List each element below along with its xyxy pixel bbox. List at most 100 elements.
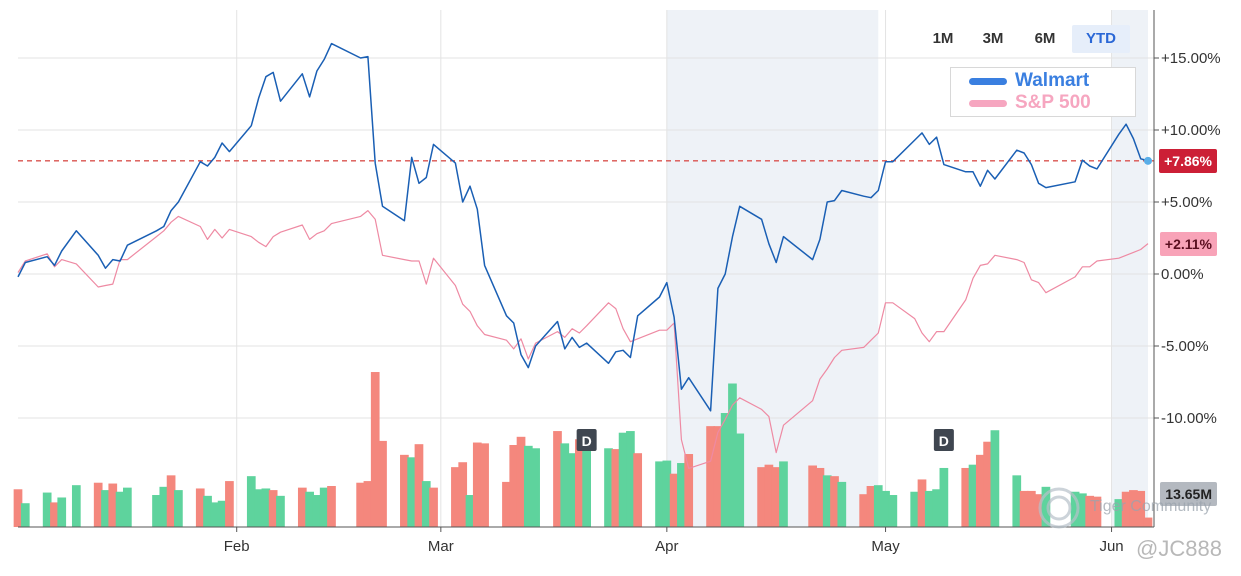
volume-bar (728, 383, 737, 527)
dividend-marker[interactable]: D (933, 429, 954, 451)
volume-bar (830, 476, 839, 527)
volume-bar (451, 467, 460, 527)
volume-bar (961, 467, 971, 527)
volume-bar (917, 479, 927, 527)
dividend-marker-label: D (582, 433, 592, 449)
y-tick-label: +15.00% (1161, 50, 1221, 67)
price-lines (17, 42, 1154, 469)
volume-bar (582, 430, 591, 527)
volume-bar (618, 432, 628, 527)
volume-bar (815, 467, 825, 527)
x-tick-label: May (871, 538, 900, 555)
watermark-brand: Tiger Community (1090, 498, 1212, 515)
volume-bar (968, 464, 978, 527)
legend-swatch-walmart (969, 77, 1007, 85)
volume-bar (655, 461, 664, 527)
volume-bar (465, 495, 475, 527)
volume-bar (20, 503, 30, 527)
range-button-1m[interactable]: 1M (932, 30, 954, 47)
volume-bar (1114, 499, 1124, 527)
volume-bar (297, 487, 307, 527)
volume-bar (626, 431, 635, 527)
volume-bar (1027, 490, 1036, 527)
volume-bar (254, 489, 263, 527)
volume-bar (429, 487, 438, 527)
volume-bar (990, 430, 1000, 527)
volume-bar (159, 486, 169, 527)
volume-bar (108, 483, 118, 527)
volume-bar (1085, 495, 1095, 527)
volume-bar (575, 439, 584, 527)
chart-legend: Walmart S&P 500 (950, 67, 1136, 117)
volume-bar (924, 490, 934, 527)
volume-bar (319, 487, 329, 527)
tiger-logo-icon (1038, 487, 1080, 529)
volume-bar (356, 482, 365, 527)
volume-bar (268, 490, 278, 527)
volume-bar (677, 463, 686, 527)
volume-bar (414, 444, 424, 527)
volume-bar (312, 495, 322, 527)
y-tick-label: +10.00% (1161, 122, 1221, 139)
legend-item-walmart[interactable]: Walmart (969, 70, 1089, 92)
range-button-ytd[interactable]: YTD (1072, 25, 1130, 53)
volume-bar (246, 476, 256, 527)
volume-bar (50, 502, 59, 527)
volume-bar (684, 454, 694, 527)
volume-bar (203, 495, 212, 527)
volume-bar (604, 448, 613, 527)
volume-bars (13, 372, 1153, 527)
volume-bar (305, 491, 314, 527)
volume-bar (1019, 490, 1029, 527)
volume-bar (1012, 475, 1022, 527)
legend-item-sp500[interactable]: S&P 500 (969, 92, 1091, 114)
volume-bar (152, 495, 161, 527)
volume-bar (123, 487, 132, 527)
volume-bar (42, 492, 52, 527)
volume-bar (225, 481, 234, 527)
volume-bar (662, 460, 672, 527)
volume-bar (531, 448, 540, 527)
volume-bar (771, 467, 781, 527)
volume-bar (407, 457, 417, 527)
walmart-last-point (1144, 156, 1152, 165)
volume-bar (458, 462, 468, 527)
dividend-marker[interactable]: D (576, 429, 597, 451)
volume-bar (261, 488, 271, 527)
range-button-3m[interactable]: 3M (982, 30, 1004, 47)
volume-bar (1092, 496, 1102, 527)
volume-bar (1121, 491, 1131, 527)
dividend-marker-box (933, 429, 954, 451)
volume-bar (516, 436, 526, 527)
axes: +15.00% +10.00% +5.00% 0.00% -5.00% -10.00% Fe… (18, 10, 1221, 555)
volume-bar (1034, 494, 1043, 527)
volume-bar (502, 481, 511, 527)
x-tick-label: Jun (1099, 538, 1123, 555)
volume-bar (1129, 490, 1138, 527)
volume-bar (195, 488, 205, 527)
y-tick-label: -5.00% (1161, 338, 1209, 355)
range-button-6m[interactable]: 6M (1034, 30, 1056, 47)
volume-bar (1070, 491, 1080, 527)
volume-bar (400, 454, 409, 527)
series-line-sp500 (17, 210, 1149, 469)
volume-bar (276, 495, 285, 527)
volume-bar (553, 431, 562, 527)
volume-bar (757, 467, 766, 527)
volume-bar (93, 482, 103, 527)
volume-bar (363, 481, 373, 527)
volume-bar (71, 485, 81, 527)
volume-bar (888, 495, 898, 527)
shaded-period-0 (666, 10, 879, 527)
volume-bar (13, 489, 23, 527)
volume-bar (822, 475, 832, 527)
volume-bar (57, 497, 67, 527)
sp500-current-value-badge: +2.11% (1159, 232, 1217, 256)
legend-label-sp500: S&P 500 (1015, 92, 1091, 113)
volume-bar (370, 372, 380, 527)
volume-bar (932, 489, 941, 527)
volume-bar (669, 473, 679, 527)
volume-bar (983, 441, 992, 527)
volume-bar (1136, 490, 1146, 527)
